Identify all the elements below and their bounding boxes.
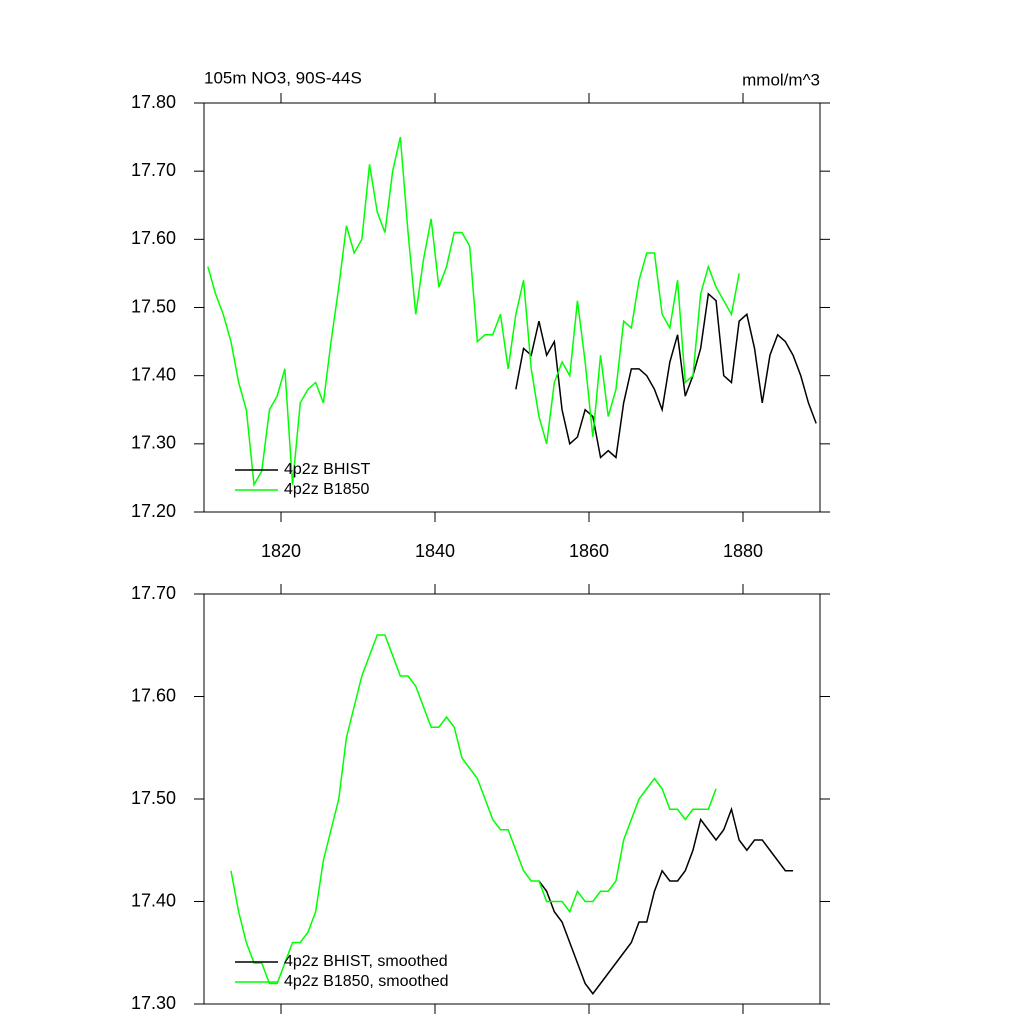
series-line	[207, 136, 740, 488]
legend-label: 4p2z B1850	[284, 481, 370, 498]
legend-label: 4p2z B1850, smoothed	[284, 973, 449, 990]
series-line	[538, 806, 794, 995]
y-tick-label: 17.60	[131, 685, 176, 705]
legend-label: 4p2z BHIST, smoothed	[284, 953, 448, 970]
y-tick-label: 17.80	[131, 92, 176, 112]
y-tick-label: 17.30	[131, 433, 176, 453]
units-label: mmol/m^3	[742, 70, 820, 89]
y-tick-label: 17.50	[131, 296, 176, 316]
series-line	[515, 292, 817, 459]
x-tick-label: 1880	[723, 541, 763, 561]
legend-label: 4p2z BHIST	[284, 461, 370, 478]
y-tick-label: 17.40	[131, 364, 176, 384]
y-tick-label: 17.60	[131, 228, 176, 248]
y-tick-label: 17.70	[131, 583, 176, 603]
y-tick-label: 17.20	[131, 501, 176, 521]
x-tick-label: 1840	[415, 541, 455, 561]
x-tick-label: 1820	[261, 541, 301, 561]
y-tick-label: 17.70	[131, 160, 176, 180]
series-line	[230, 634, 717, 985]
y-tick-label: 17.40	[131, 890, 176, 910]
chart-title: 105m NO3, 90S-44S	[204, 68, 362, 87]
y-tick-label: 17.50	[131, 788, 176, 808]
y-tick-label: 17.30	[131, 993, 176, 1013]
x-tick-label: 1860	[569, 541, 609, 561]
